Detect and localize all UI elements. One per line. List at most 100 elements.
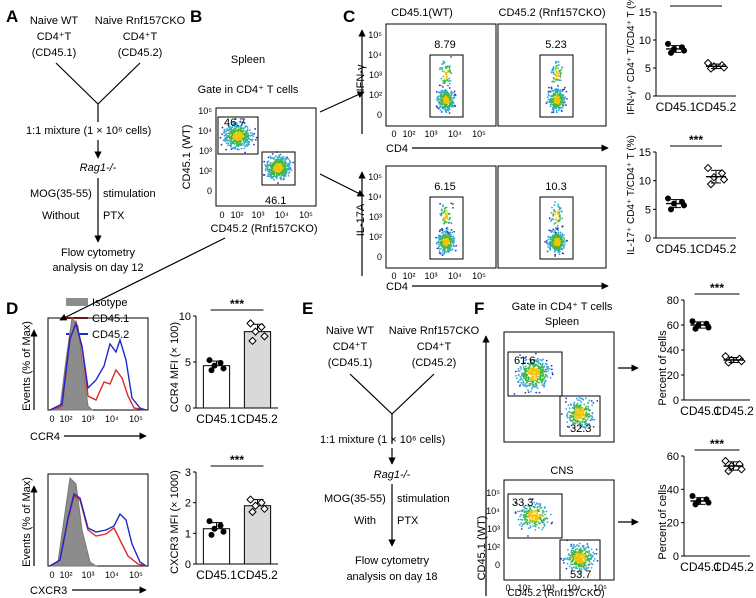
y-tick-label: 5 — [645, 63, 651, 75]
c-density-dot — [551, 243, 554, 246]
c-density-dot — [557, 213, 560, 215]
c-density-dot — [442, 233, 445, 236]
f-density-dot — [539, 515, 542, 517]
data-point — [737, 465, 746, 474]
ccr4-isotype-curve — [49, 316, 94, 411]
b-density-dot — [246, 129, 248, 132]
data-point — [248, 507, 257, 517]
data-point — [211, 362, 218, 369]
f-density-dot — [523, 377, 526, 379]
c-density-dot — [554, 238, 556, 241]
c-density-dot — [443, 220, 446, 223]
f-density-dot — [517, 518, 520, 521]
f-density-dot — [584, 418, 586, 421]
f-density-dot — [535, 391, 538, 394]
f-density-dot — [590, 558, 593, 560]
f-density-dot — [522, 381, 525, 384]
c-density-dot — [448, 112, 451, 114]
f-density-dot — [585, 411, 588, 414]
b-density-dot — [221, 133, 224, 136]
c-density-dot — [551, 68, 554, 71]
f-density-dot — [534, 503, 537, 506]
f-density-dot — [534, 371, 537, 373]
c-density-dot — [446, 99, 449, 102]
b-density-dot — [267, 156, 270, 159]
c-density-dot — [448, 77, 451, 80]
f-density-dot — [530, 378, 533, 381]
f-xtick-3: 10³ — [541, 583, 554, 593]
f-spleen-ylabel: Percent of cells — [657, 330, 669, 406]
c-ifng-wt-value: 8.79 — [434, 39, 455, 51]
b-xtick-4: 10⁴ — [275, 210, 289, 220]
f-density-dot — [580, 416, 583, 418]
d-bot-xtick-3: 10³ — [81, 570, 94, 580]
c-density-dot — [552, 214, 555, 217]
c-density-dot — [441, 67, 444, 69]
f-density-dot — [579, 399, 581, 402]
c-density-dot — [554, 211, 557, 214]
f-density-dot — [571, 554, 574, 557]
c-density-dot — [447, 84, 450, 87]
f-density-dot — [520, 528, 523, 530]
y-tick-label: 0 — [645, 91, 651, 103]
f-density-dot — [538, 391, 541, 394]
f-density-dot — [524, 385, 527, 387]
b-density-dot — [288, 171, 291, 173]
b-density-dot — [278, 167, 281, 170]
b-density-dot — [225, 138, 227, 141]
a-stimulation: stimulation — [103, 188, 156, 200]
b-density-dot — [274, 175, 276, 178]
f-density-dot — [580, 417, 583, 420]
c-density-dot — [558, 92, 561, 95]
c-density-dot — [438, 243, 440, 246]
c-density-dot — [553, 104, 556, 107]
c-density-dot — [554, 62, 557, 64]
b-density-dot — [278, 155, 281, 158]
c-gate-ifng-ko — [539, 54, 574, 118]
b-density-dot — [223, 128, 226, 131]
f-spleen-wt-value: 61.6 — [514, 355, 535, 367]
c-density-dot — [435, 242, 438, 245]
b-density-dot — [231, 134, 234, 136]
c-bot-ytick-5: 0 — [377, 252, 382, 262]
b-density-dot — [281, 172, 283, 175]
c-density-dot — [552, 111, 555, 114]
c-density-dot — [449, 247, 452, 249]
c-il17-ko-value: 10.3 — [545, 181, 566, 193]
f-density-dot — [551, 373, 554, 376]
c-density-dot — [555, 109, 558, 112]
cxcr3-isotype-curve — [49, 476, 98, 567]
f-density-dot — [579, 547, 582, 550]
f-density-dot — [587, 555, 590, 558]
c-density-dot — [442, 205, 444, 208]
c-density-dot — [563, 238, 566, 241]
b-density-dot — [251, 132, 254, 135]
f-density-dot — [579, 412, 582, 415]
f-density-dot — [519, 383, 522, 386]
f-density-dot — [514, 512, 517, 515]
f-density-dot — [530, 514, 533, 517]
f-density-dot — [514, 370, 517, 373]
legend-isotype-swatch — [66, 298, 88, 306]
f-density-dot — [525, 375, 528, 378]
c-density-dot — [443, 81, 446, 83]
f-density-dot — [585, 422, 588, 425]
f-density-dot — [533, 505, 536, 508]
f-density-dot — [579, 426, 582, 429]
c-density-dot — [442, 219, 444, 221]
f-density-dot — [537, 360, 540, 363]
c-density-dot — [446, 236, 449, 238]
f-density-dot — [534, 364, 537, 367]
b-density-dot — [237, 129, 240, 132]
f-density-dot — [525, 510, 528, 513]
f-density-dot — [587, 558, 590, 561]
c-density-dot — [451, 231, 454, 234]
f-density-dot — [517, 370, 519, 372]
data-point — [703, 163, 713, 173]
c-density-dot — [445, 104, 448, 106]
f-density-dot — [537, 527, 540, 529]
b-density-dot — [236, 148, 239, 151]
panel-c-label: C — [343, 7, 355, 26]
b-density-dot — [239, 125, 242, 128]
f-density-dot — [540, 518, 542, 521]
